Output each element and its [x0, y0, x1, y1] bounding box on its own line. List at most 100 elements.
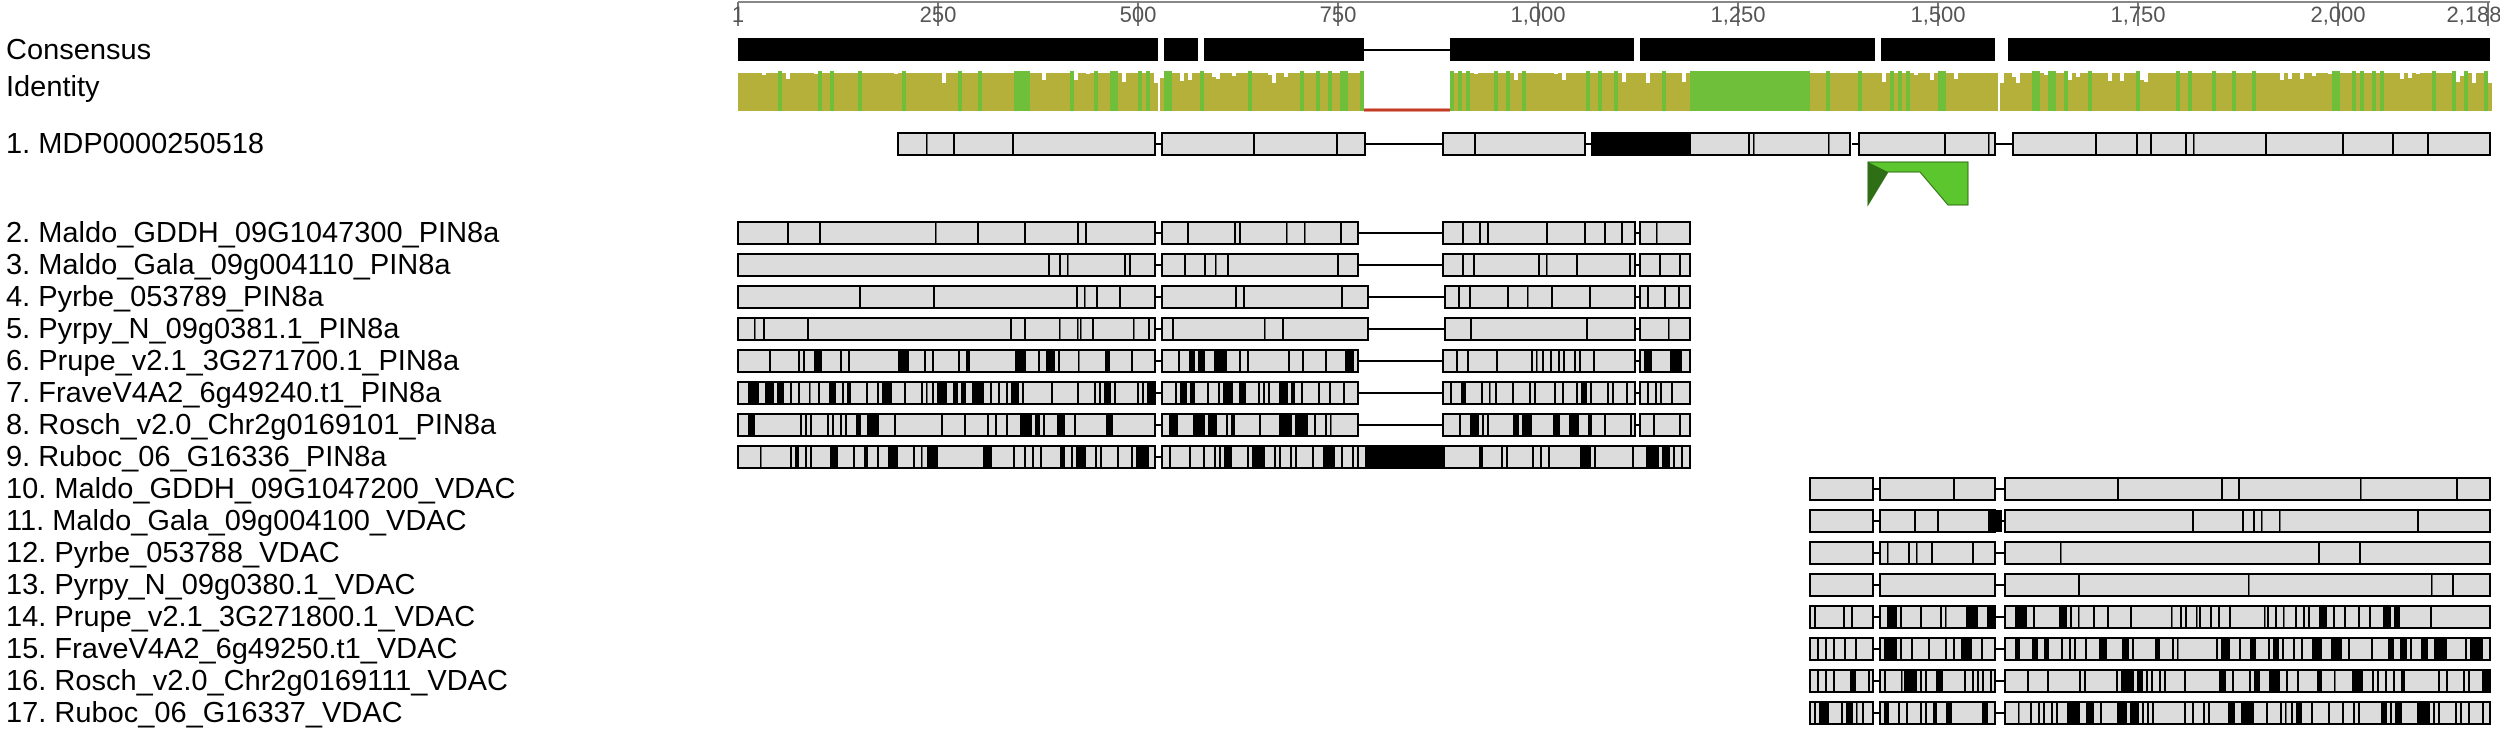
sequence-block[interactable]: [2004, 541, 2491, 565]
sequence-block[interactable]: [1809, 509, 1874, 533]
sequence-block[interactable]: [1639, 253, 1691, 277]
variant-mark: [932, 382, 934, 404]
sequence-block[interactable]: [1442, 349, 1636, 373]
sequence-label-13[interactable]: 13. Pyrpy_N_09g0380.1_VDAC: [6, 569, 416, 601]
sequence-block[interactable]: [2004, 477, 2491, 501]
sequence-row-9[interactable]: [737, 445, 1691, 469]
sequence-block[interactable]: [897, 132, 1156, 156]
sequence-row-17[interactable]: [1809, 701, 2491, 725]
sequence-label-17[interactable]: 17. Ruboc_06_G16337_VDAC: [6, 697, 403, 729]
identity-bar: [2300, 79, 2304, 111]
sequence-label-5[interactable]: 5. Pyrpy_N_09g0381.1_PIN8a: [6, 313, 400, 345]
sequence-row-13[interactable]: [1809, 573, 2491, 597]
sequence-block[interactable]: [2004, 669, 2491, 693]
sequence-row-14[interactable]: [1809, 605, 2491, 629]
sequence-block[interactable]: [1444, 285, 1636, 309]
variant-mark: [2069, 638, 2071, 660]
sequence-label-1[interactable]: 1. MDP0000250518: [6, 128, 264, 160]
sequence-label-11[interactable]: 11. Maldo_Gala_09g004100_VDAC: [6, 505, 467, 537]
variant-mark: [1851, 606, 1853, 628]
sequence-block[interactable]: [737, 349, 1156, 373]
sequence-label-12[interactable]: 12. Pyrbe_053788_VDAC: [6, 537, 340, 569]
sequence-block[interactable]: [737, 253, 1156, 277]
sequence-row-7[interactable]: [737, 381, 1691, 405]
identity-bar: [2448, 73, 2452, 111]
variant-mark: [1920, 702, 1922, 724]
sequence-label-10[interactable]: 10. Maldo_GDDH_09G1047200_VDAC: [6, 473, 516, 505]
sequence-block[interactable]: [737, 445, 1156, 469]
sequence-block[interactable]: [1809, 669, 1874, 693]
sequence-row-4[interactable]: [737, 285, 1691, 309]
sequence-block[interactable]: [1879, 477, 1996, 501]
sequence-block[interactable]: [1689, 132, 1851, 156]
sequence-row-8[interactable]: [737, 413, 1691, 437]
identity-bar: [966, 73, 970, 111]
sequence-block[interactable]: [1809, 637, 1874, 661]
sequence-label-9[interactable]: 9. Ruboc_06_G16336_PIN8a: [6, 441, 387, 473]
sequence-block[interactable]: [2004, 637, 2491, 661]
sequence-row-16[interactable]: [1809, 669, 2491, 693]
sequence-block[interactable]: [1161, 349, 1359, 373]
sequence-label-7[interactable]: 7. FraveV4A2_6g49240.t1_PIN8a: [6, 377, 442, 409]
sequence-row-5[interactable]: [737, 317, 1691, 341]
sequence-block[interactable]: [1858, 132, 1996, 156]
sequence-label-16[interactable]: 16. Rosch_v2.0_Chr2g0169111_VDAC: [6, 665, 508, 697]
sequence-block[interactable]: [1161, 132, 1366, 156]
sequence-block[interactable]: [1639, 221, 1691, 245]
sequence-block[interactable]: [1161, 221, 1359, 245]
sequence-rows[interactable]: [737, 132, 2491, 725]
sequence-block[interactable]: [2012, 132, 2491, 156]
sequence-row-15[interactable]: [1809, 637, 2491, 661]
sequence-block[interactable]: [1809, 477, 1874, 501]
variant-mark: [1226, 414, 1228, 436]
sequence-block[interactable]: [737, 317, 1156, 341]
sequence-row-11[interactable]: [1809, 509, 2491, 533]
sequence-block[interactable]: [737, 413, 1156, 437]
variant-mark: [1235, 286, 1237, 308]
sequence-row-12[interactable]: [1809, 541, 2491, 565]
sequence-block[interactable]: [1442, 132, 1586, 156]
sequence-row-1[interactable]: [897, 132, 2491, 156]
identity-bar: [1746, 71, 1750, 111]
identity-bar: [1360, 71, 1364, 111]
sequence-block[interactable]: [2004, 573, 2491, 597]
sequence-block[interactable]: [737, 285, 1156, 309]
sequence-label-14[interactable]: 14. Prupe_v2.1_3G271800.1_VDAC: [6, 601, 476, 633]
sequence-block[interactable]: [1442, 381, 1636, 405]
sequence-block[interactable]: [1639, 317, 1691, 341]
sequence-block[interactable]: [2004, 605, 2491, 629]
sequence-block[interactable]: [2004, 509, 2491, 533]
annotation-feature[interactable]: [1867, 161, 1969, 207]
sequence-row-3[interactable]: [737, 253, 1691, 277]
sequence-block[interactable]: [1809, 541, 1874, 565]
sequence-label-4[interactable]: 4. Pyrbe_053789_PIN8a: [6, 281, 324, 313]
sequence-block[interactable]: [1639, 413, 1691, 437]
identity-bar: [2416, 74, 2420, 111]
sequence-block[interactable]: [1161, 253, 1359, 277]
sequence-block[interactable]: [1639, 381, 1691, 405]
sequence-block[interactable]: [1879, 637, 1996, 661]
identity-bar: [2468, 73, 2472, 111]
sequence-block[interactable]: [1442, 413, 1636, 437]
sequence-block[interactable]: [1879, 701, 1996, 725]
variant-mark: [1147, 382, 1154, 404]
sequence-block[interactable]: [1161, 285, 1369, 309]
sequence-label-15[interactable]: 15. FraveV4A2_6g49250.t1_VDAC: [6, 633, 458, 665]
sequence-label-6[interactable]: 6. Prupe_v2.1_3G271700.1_PIN8a: [6, 345, 460, 377]
sequence-label-3[interactable]: 3. Maldo_Gala_09g004110_PIN8a: [6, 249, 451, 281]
sequence-row-10[interactable]: [1809, 477, 2491, 501]
sequence-block[interactable]: [1809, 573, 1874, 597]
sequence-label-8[interactable]: 8. Rosch_v2.0_Chr2g0169101_PIN8a: [6, 409, 497, 441]
sequence-row-6[interactable]: [737, 349, 1691, 373]
sequence-block[interactable]: [737, 221, 1156, 245]
sequence-block[interactable]: [1879, 541, 1996, 565]
sequence-label-2[interactable]: 2. Maldo_GDDH_09G1047300_PIN8a: [6, 217, 500, 249]
identity-bar: [2284, 73, 2288, 111]
sequence-block[interactable]: [1442, 221, 1636, 245]
sequence-block[interactable]: [1444, 317, 1636, 341]
sequence-block[interactable]: [1879, 573, 1996, 597]
variant-mark: [1659, 254, 1661, 276]
sequence-row-2[interactable]: [737, 221, 1691, 245]
sequence-block[interactable]: [1809, 605, 1874, 629]
